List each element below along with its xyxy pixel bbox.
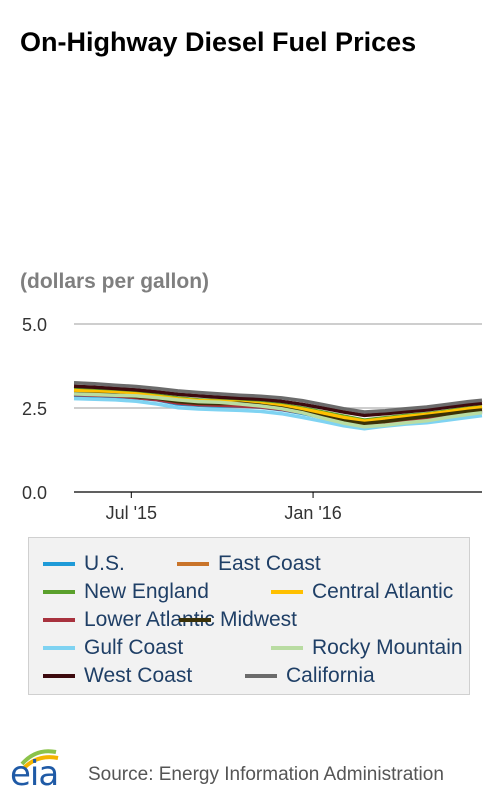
legend-label: Lower Atlantic: [84, 608, 215, 631]
legend-item-california: California: [245, 662, 375, 690]
legend-item-gulf-coast: Gulf Coast: [43, 634, 183, 662]
legend-swatch: [271, 646, 303, 650]
legend-label: U.S.: [84, 552, 125, 575]
chart-legend: U.S. East Coast New England Central Atlanti…: [28, 537, 470, 695]
y-tick-label: 2.5: [22, 399, 47, 419]
legend-label: California: [286, 664, 375, 687]
legend-swatch: [245, 674, 277, 678]
legend-label: New England: [84, 580, 209, 603]
legend-swatch: [43, 590, 75, 594]
legend-label: Rocky Mountain: [312, 636, 463, 659]
chart-area: 5.0 2.5 0.0 Jul '15 Jan '16: [22, 315, 483, 523]
y-tick-label: 5.0: [22, 315, 47, 335]
eia-logo-text: eia: [10, 754, 59, 794]
legend-label: Gulf Coast: [84, 636, 184, 659]
legend-swatch: [177, 562, 209, 566]
series-line-california: [73, 381, 483, 414]
legend-swatch: [43, 674, 75, 678]
series-line-west-coast: [73, 384, 483, 418]
x-tick-label: Jul '15: [106, 503, 157, 523]
legend-item-east-coast: East Coast: [177, 550, 321, 578]
legend-swatch: [179, 618, 211, 622]
series-line-rocky-mountain: [73, 392, 483, 429]
legend-item-rocky-mountain: Rocky Mountain: [271, 634, 463, 662]
legend-item-new-england: New England: [43, 578, 209, 606]
units-label: (dollars per gallon): [20, 270, 210, 293]
legend-item-u-s: U.S.: [43, 550, 125, 578]
series-line-gulf-coast: [73, 396, 483, 431]
footer: eia Source: Energy Information Administr…: [0, 740, 500, 800]
legend-swatch: [43, 646, 75, 650]
legend-item-central-atlantic: Central Atlantic: [271, 578, 453, 606]
series-line-central-atlantic: [73, 388, 483, 423]
legend-label: East Coast: [218, 552, 321, 575]
legend-label: Central Atlantic: [312, 580, 454, 603]
x-tick-label: Jan '16: [284, 503, 341, 523]
legend-item-west-coast: West Coast: [43, 662, 192, 690]
legend-swatch: [271, 590, 303, 594]
source-note: Source: Energy Information Administratio…: [88, 764, 444, 785]
page-title: On-Highway Diesel Fuel Prices: [20, 27, 417, 57]
legend-item-midwest: Midwest: [179, 606, 297, 634]
legend-swatch: [43, 562, 75, 566]
legend-label: Midwest: [220, 608, 298, 631]
legend-swatch: [43, 618, 75, 622]
eia-logo-icon: [20, 749, 59, 770]
legend-item-lower-atlantic: Lower Atlantic: [43, 606, 215, 634]
y-tick-label: 0.0: [22, 483, 47, 503]
legend-label: West Coast: [84, 664, 193, 687]
